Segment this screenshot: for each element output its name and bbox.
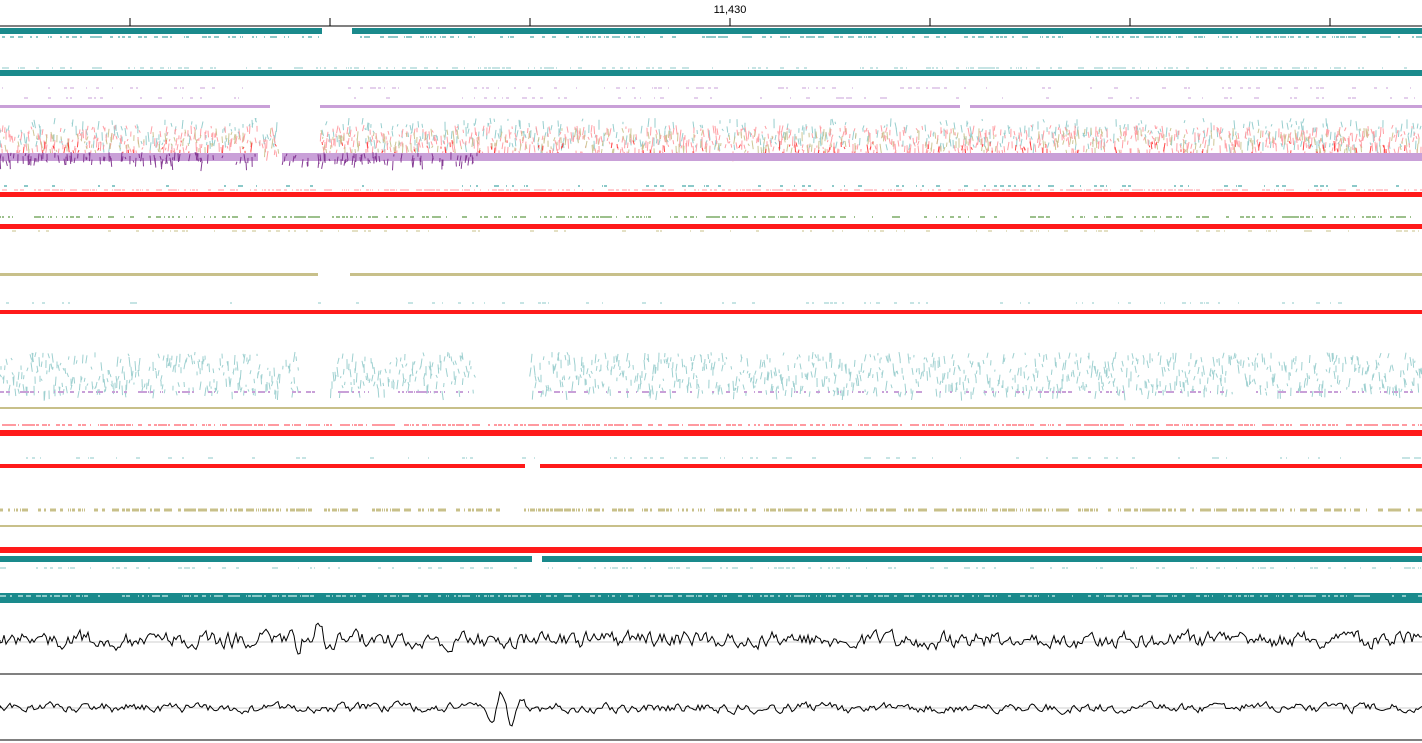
track-7-red-band — [0, 310, 1422, 314]
track-6-khaki-band — [0, 273, 1422, 304]
track-10-red-band — [0, 457, 1422, 468]
track-12-red-teal-band — [0, 547, 1422, 553]
track-3-mixed-scatter — [0, 87, 1422, 172]
track-1-teal-band — [0, 28, 1422, 38]
track-11-khaki-band — [0, 508, 1422, 527]
ruler-time-label: 11,430 — [713, 4, 747, 16]
time-ruler[interactable]: 11,430 — [0, 0, 1422, 28]
track-14-waveform — [0, 622, 1422, 675]
track-13-teal-band — [0, 556, 1422, 603]
ruler-ticks — [0, 18, 1422, 27]
track-5-red-band — [0, 216, 1422, 232]
track-15-waveform — [0, 690, 1422, 741]
track-9-red-band — [0, 424, 1422, 436]
track-8-cyan-scatter — [0, 351, 1422, 409]
track-4-red-band — [0, 185, 1422, 197]
track-2-teal-band — [0, 67, 1422, 76]
